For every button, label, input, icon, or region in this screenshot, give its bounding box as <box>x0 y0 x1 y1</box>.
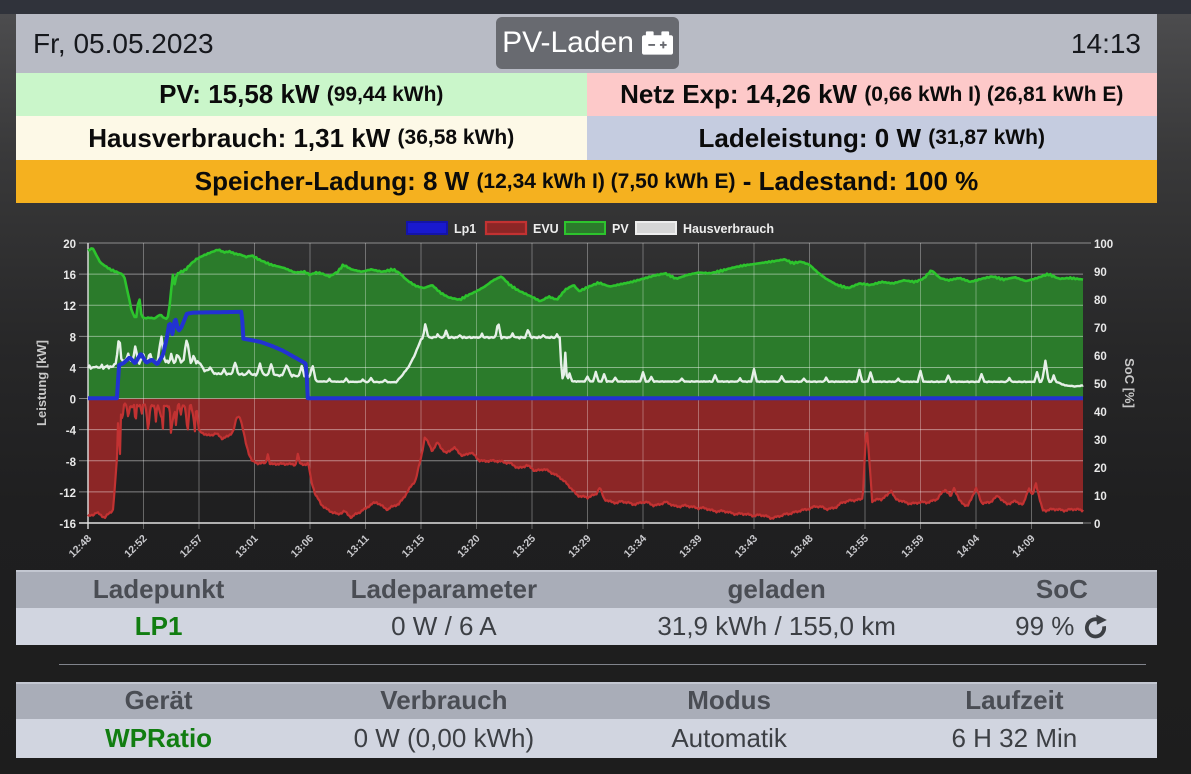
svg-text:13:15: 13:15 <box>400 533 428 561</box>
svg-text:8: 8 <box>70 332 77 344</box>
svg-text:12:57: 12:57 <box>178 533 206 561</box>
svg-text:0: 0 <box>1094 519 1100 531</box>
svg-text:30: 30 <box>1094 435 1107 447</box>
svg-text:-16: -16 <box>59 519 76 531</box>
svg-text:Lp1: Lp1 <box>454 222 476 236</box>
svg-text:80: 80 <box>1094 295 1107 307</box>
svg-text:12: 12 <box>63 301 76 313</box>
svg-text:SoC [%]: SoC [%] <box>1122 358 1137 408</box>
svg-text:50: 50 <box>1094 379 1107 391</box>
svg-text:13:55: 13:55 <box>844 533 872 561</box>
svg-text:13:11: 13:11 <box>345 533 372 560</box>
svg-text:10: 10 <box>1094 491 1107 503</box>
svg-text:13:29: 13:29 <box>566 533 594 561</box>
svg-text:-12: -12 <box>59 488 76 500</box>
svg-text:60: 60 <box>1094 351 1107 363</box>
svg-text:EVU: EVU <box>533 222 559 236</box>
svg-text:4: 4 <box>70 363 77 375</box>
svg-text:13:59: 13:59 <box>899 533 927 561</box>
svg-text:13:20: 13:20 <box>455 533 483 561</box>
svg-text:90: 90 <box>1094 267 1107 279</box>
svg-text:-8: -8 <box>66 457 77 469</box>
svg-text:13:01: 13:01 <box>233 533 261 561</box>
svg-text:16: 16 <box>63 270 76 282</box>
svg-text:0: 0 <box>70 395 76 407</box>
svg-text:Hausverbrauch: Hausverbrauch <box>683 222 774 236</box>
svg-text:20: 20 <box>1094 463 1107 475</box>
svg-text:14:04: 14:04 <box>955 533 983 561</box>
svg-text:13:39: 13:39 <box>677 533 705 561</box>
svg-text:70: 70 <box>1094 323 1107 335</box>
svg-text:-4: -4 <box>66 426 77 438</box>
svg-text:13:34: 13:34 <box>622 533 650 561</box>
svg-text:100: 100 <box>1094 239 1113 251</box>
svg-text:14:09: 14:09 <box>1010 533 1038 561</box>
svg-text:PV: PV <box>612 222 629 236</box>
svg-text:20: 20 <box>63 239 76 251</box>
svg-text:Leistung [kW]: Leistung [kW] <box>34 340 49 426</box>
svg-text:40: 40 <box>1094 407 1107 419</box>
svg-text:12:48: 12:48 <box>67 533 95 561</box>
svg-text:13:06: 13:06 <box>289 533 317 561</box>
svg-text:13:43: 13:43 <box>733 533 761 561</box>
svg-text:13:48: 13:48 <box>788 533 816 561</box>
svg-text:12:52: 12:52 <box>122 533 150 561</box>
svg-text:13:25: 13:25 <box>511 533 539 561</box>
